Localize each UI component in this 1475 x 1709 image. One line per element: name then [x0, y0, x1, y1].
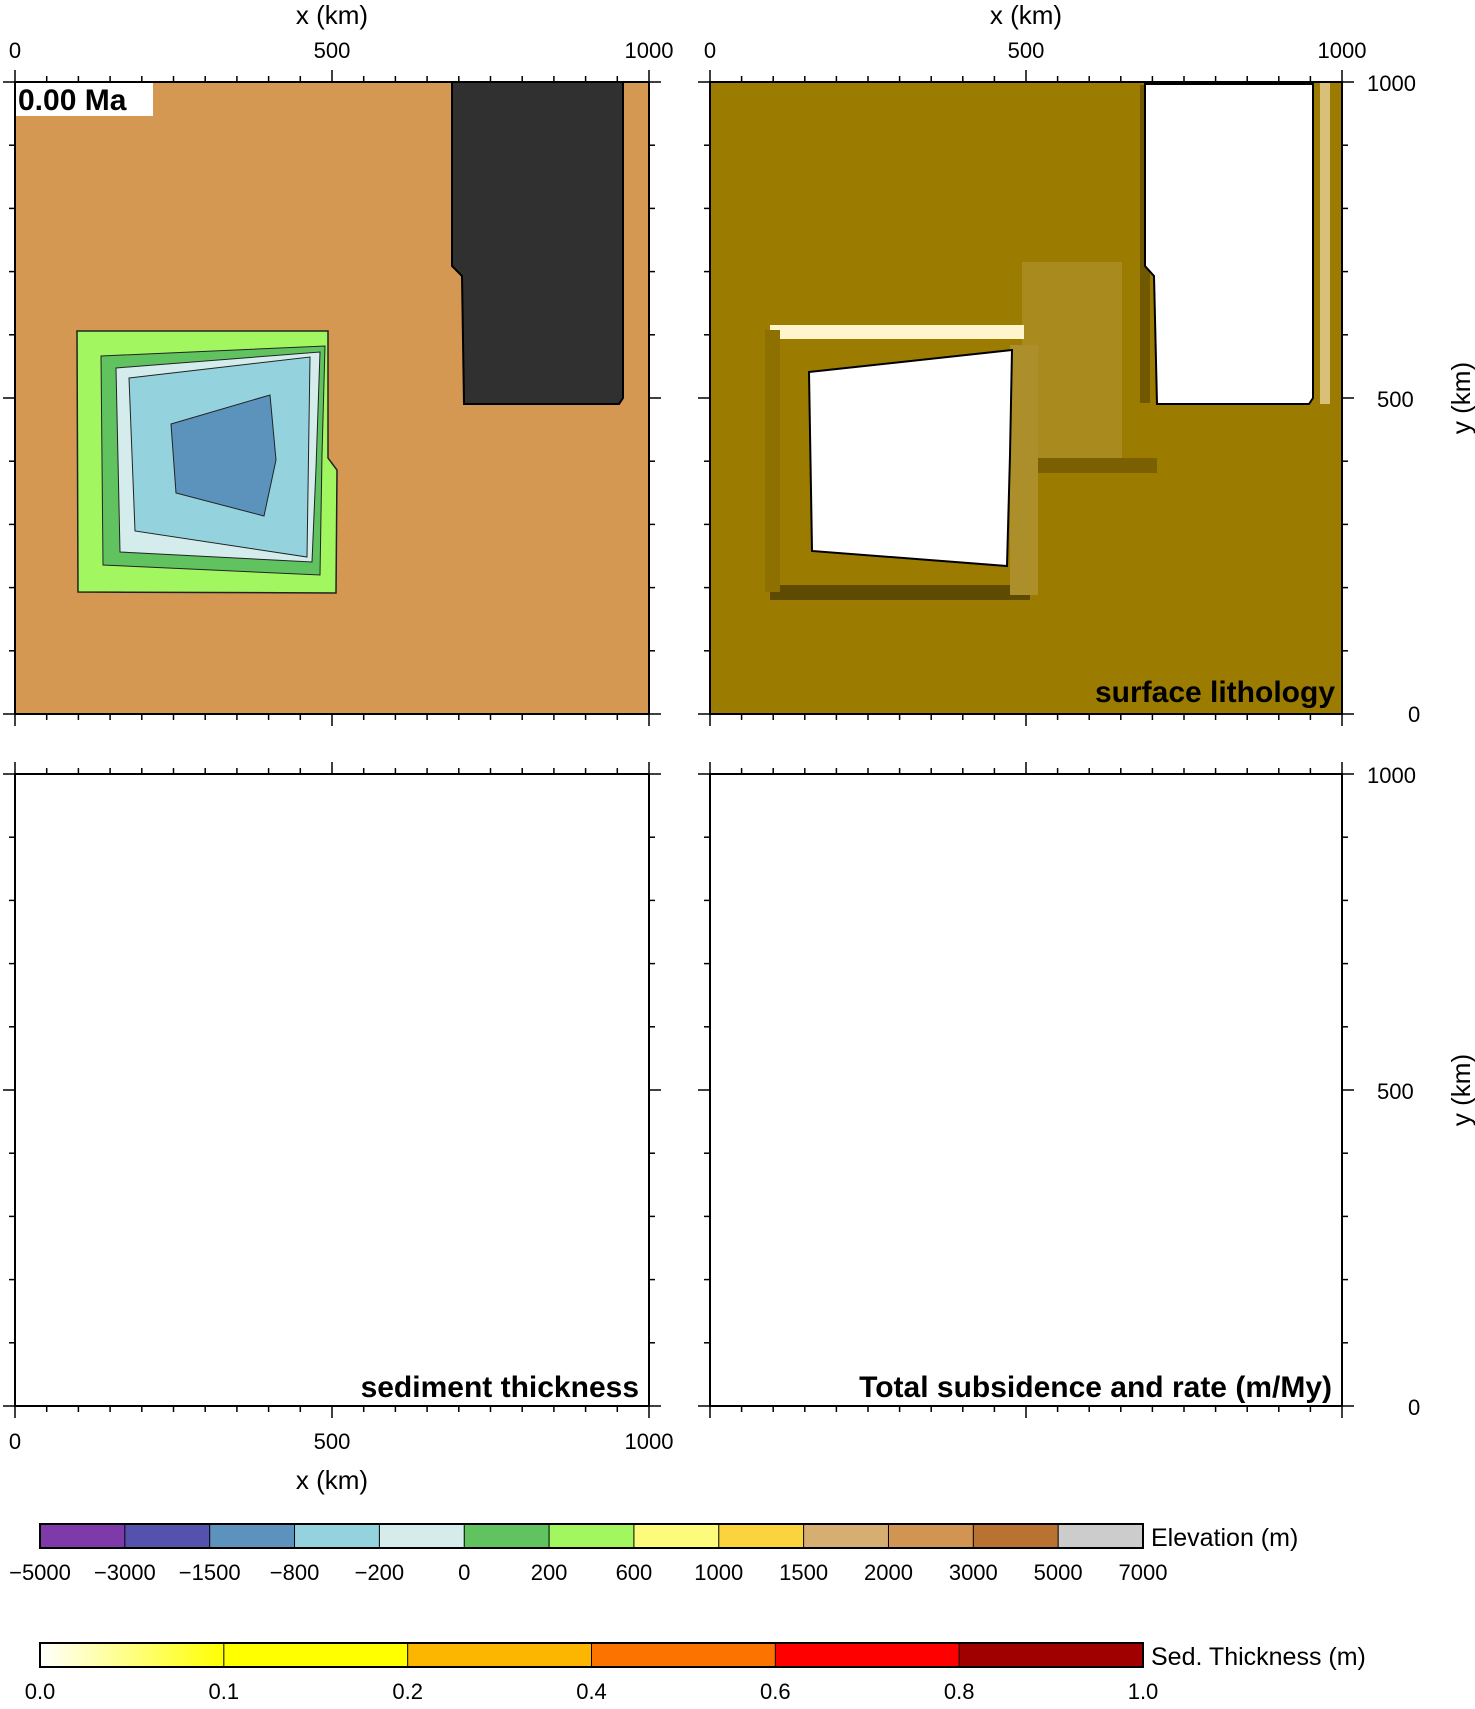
tr-y-tick-500: 500 — [1377, 387, 1414, 412]
panel-sediment-thickness: sediment thickness 0 500 1000 x (km) — [3, 762, 673, 1495]
elevation-swatch — [378, 1523, 466, 1549]
tl-x-axis-label: x (km) — [296, 0, 368, 30]
elevation-colorbar: −5000 −3000 −1500 −800 −200 0 200 600 1000 1500 20… — [9, 1523, 1298, 1585]
tr-y-tick-1000: 1000 — [1367, 71, 1416, 96]
sediment-colorbar-swatches — [39, 1642, 1145, 1668]
tl-x-tick-1000: 1000 — [625, 38, 674, 63]
sediment-tick-label: 0.2 — [392, 1679, 423, 1704]
lithology-strip-6 — [1010, 345, 1038, 595]
lithology-strip-3 — [770, 325, 1024, 339]
elevation-swatch — [718, 1523, 805, 1549]
br-y-axis-label: y (km) — [1446, 1054, 1475, 1126]
panel-elevation-ticks — [3, 70, 661, 726]
sediment-tick-label: 0.1 — [209, 1679, 240, 1704]
tr-x-tick-1000: 1000 — [1318, 38, 1367, 63]
sediment-colorbar-frame — [39, 1642, 1144, 1668]
elevation-swatch — [124, 1523, 211, 1549]
sediment-tick-label: 0.4 — [576, 1679, 607, 1704]
elevation-colorbar-ticks: −5000 −3000 −1500 −800 −200 0 200 600 1000 1500 20… — [9, 1560, 1167, 1585]
bl-x-axis-label: x (km) — [296, 1465, 368, 1495]
elevation-swatch — [803, 1523, 890, 1549]
elevation-swatch — [548, 1523, 635, 1549]
tr-y-tick-0: 0 — [1408, 702, 1420, 727]
lithology-strip-2 — [1030, 458, 1157, 473]
sediment-colorbar-ticks: 0.0 0.1 0.2 0.4 0.6 0.8 1.0 — [25, 1679, 1159, 1704]
elevation-swatch — [972, 1523, 1060, 1549]
bl-title: sediment thickness — [361, 1371, 639, 1404]
elevation-swatch — [294, 1523, 381, 1549]
elevation-tick-label: 600 — [616, 1560, 653, 1585]
sediment-tick-label: 1.0 — [1128, 1679, 1159, 1704]
elevation-tick-label: 2000 — [864, 1560, 913, 1585]
elevation-swatch — [209, 1523, 296, 1549]
highland-block — [451, 81, 624, 405]
elevation-swatch — [39, 1523, 126, 1549]
tl-x-tick-0: 0 — [9, 38, 21, 63]
elevation-colorbar-swatches — [39, 1523, 1144, 1549]
time-label-box — [15, 82, 153, 116]
basin-deep — [170, 394, 277, 517]
sediment-swatch — [774, 1642, 961, 1668]
time-label: 0.00 Ma — [18, 84, 127, 117]
br-y-tick-0: 0 — [1408, 1395, 1420, 1420]
elevation-tick-label: 1500 — [779, 1560, 828, 1585]
br-y-tick-1000: 1000 — [1367, 763, 1416, 788]
tr-y-axis-label: y (km) — [1446, 362, 1475, 434]
subsidence-map-area — [709, 773, 1343, 1407]
lithology-patch-a — [807, 348, 1014, 568]
elevation-tick-label: 1000 — [694, 1560, 743, 1585]
elevation-tick-label: −1500 — [179, 1560, 241, 1585]
panel-lithology-ticks — [698, 70, 1354, 726]
tr-title: surface lithology — [1095, 676, 1335, 709]
elevation-colorbar-label: Elevation (m) — [1151, 1524, 1298, 1552]
sediment-swatch — [407, 1642, 593, 1668]
br-title: Total subsidence and rate (m/My) — [859, 1371, 1332, 1404]
lithology-strip-5 — [765, 330, 780, 592]
elevation-tick-label: 5000 — [1034, 1560, 1083, 1585]
elevation-tick-label: −200 — [355, 1560, 405, 1585]
sediment-colorbar: 0.0 0.1 0.2 0.4 0.6 0.8 1.0 Sed. Thickness (m) — [25, 1642, 1366, 1704]
bl-x-tick-0: 0 — [9, 1429, 21, 1454]
sediment-tick-label: 0.8 — [944, 1679, 975, 1704]
elevation-swatch — [463, 1523, 551, 1549]
sediment-swatch — [591, 1642, 777, 1668]
sediment-tick-label: 0.6 — [760, 1679, 791, 1704]
panel-sediment-ticks — [3, 762, 661, 1418]
elevation-tick-label: 200 — [531, 1560, 568, 1585]
elevation-tick-label: 0 — [458, 1560, 470, 1585]
lithology-strip-1 — [1022, 262, 1122, 472]
bl-x-tick-500: 500 — [314, 1429, 351, 1454]
elevation-swatch — [633, 1523, 720, 1549]
sediment-swatch — [223, 1642, 409, 1668]
bl-x-tick-1000: 1000 — [625, 1429, 674, 1454]
sediment-swatch — [39, 1642, 225, 1668]
elevation-tick-label: −5000 — [9, 1560, 71, 1585]
panel-surface-lithology: surface lithology 0 500 1000 x (km) 1000… — [698, 0, 1475, 727]
elevation-swatch — [1057, 1523, 1144, 1549]
elevation-tick-label: −3000 — [94, 1560, 156, 1585]
panel-total-subsidence: Total subsidence and rate (m/My) 1000 50… — [698, 762, 1475, 1420]
tl-x-tick-500: 500 — [314, 38, 351, 63]
sediment-swatch — [958, 1642, 1145, 1668]
elevation-colorbar-frame — [39, 1523, 1144, 1549]
panel-subsidence-ticks — [698, 762, 1354, 1418]
elevation-tick-label: 3000 — [949, 1560, 998, 1585]
tr-x-tick-0: 0 — [704, 38, 716, 63]
br-y-tick-500: 500 — [1377, 1079, 1414, 1104]
elevation-tick-label: −800 — [270, 1560, 320, 1585]
lithology-strip-7 — [1320, 82, 1330, 404]
lithology-strip-4 — [770, 585, 1030, 600]
tr-x-tick-500: 500 — [1008, 38, 1045, 63]
panel-elevation: 0.00 Ma 0 500 1000 x (km) — [3, 0, 673, 726]
sediment-colorbar-label: Sed. Thickness (m) — [1151, 1643, 1366, 1671]
lithology-patch-b — [1144, 83, 1314, 405]
sediment-map-area — [14, 773, 650, 1407]
elevation-tick-label: 7000 — [1119, 1560, 1168, 1585]
sediment-tick-label: 0.0 — [25, 1679, 56, 1704]
elevation-swatch — [887, 1523, 975, 1549]
tr-x-axis-label: x (km) — [990, 0, 1062, 30]
